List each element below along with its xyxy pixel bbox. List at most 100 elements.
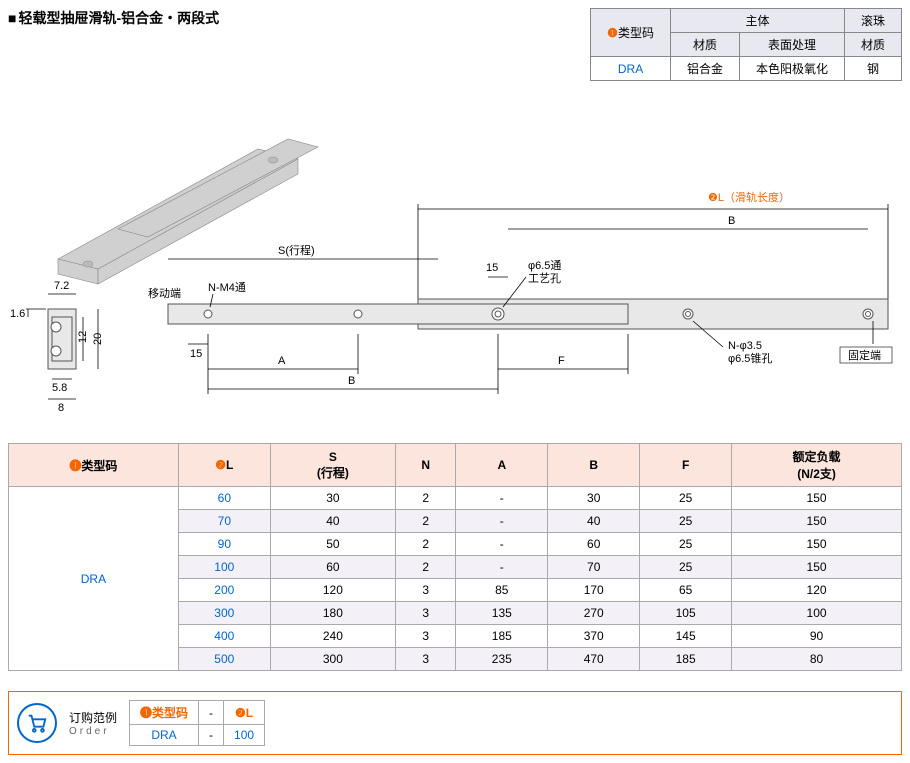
svg-text:12: 12 [77,331,89,343]
cell: 185 [456,625,548,648]
cell: 65 [640,579,732,602]
cell: 3 [396,579,456,602]
cell: 400 [178,625,270,648]
spec-code: DRA [591,57,671,81]
spec-ball-hdr: 滚珠 [844,9,901,33]
cell: 135 [456,602,548,625]
cell: 2 [396,556,456,579]
spec-mat: 铝合金 [670,57,739,81]
svg-text:1.6: 1.6 [10,308,25,320]
order-label-cn: 订购范例 [69,709,117,726]
data-col-2: S(行程) [270,444,395,487]
cell: 85 [456,579,548,602]
cell: 25 [640,533,732,556]
cell: 2 [396,533,456,556]
svg-text:❷L（滑轨长度）: ❷L（滑轨长度） [708,190,790,204]
svg-text:工艺孔: 工艺孔 [528,272,561,285]
cell: 2 [396,510,456,533]
data-col-6: F [640,444,732,487]
cell: 150 [732,533,902,556]
svg-text:A: A [278,355,286,367]
cell: - [456,533,548,556]
spec-surf-hdr: 表面处理 [739,33,844,57]
cell: 240 [270,625,395,648]
cell: 150 [732,556,902,579]
cell: 3 [396,648,456,671]
data-col-5: B [548,444,640,487]
cell: 2 [396,487,456,510]
cell: 70 [178,510,270,533]
page-title: 轻载型抽屉滑轨-铝合金・两段式 [8,8,219,28]
svg-text:8: 8 [58,402,64,414]
svg-text:B: B [348,375,355,387]
cell: 70 [548,556,640,579]
svg-text:固定端: 固定端 [848,348,881,362]
cell: 90 [178,533,270,556]
data-table: ❶类型码❷LS(行程)NABF额定负载(N/2支) DRA60302-30251… [8,443,902,671]
cell: 50 [270,533,395,556]
svg-text:S(行程): S(行程) [278,244,315,257]
cell: 100 [178,556,270,579]
cell: - [456,556,548,579]
spec-body-hdr: 主体 [670,9,844,33]
cell: 60 [178,487,270,510]
svg-text:15: 15 [486,262,498,274]
data-col-3: N [396,444,456,487]
svg-text:20: 20 [92,333,104,345]
table-row: DRA60302-3025150 [9,487,902,510]
cell: 90 [732,625,902,648]
spec-mat-hdr: 材质 [670,33,739,57]
cell: 120 [732,579,902,602]
cell: 3 [396,602,456,625]
cell: 60 [548,533,640,556]
cell: 370 [548,625,640,648]
svg-text:B: B [728,215,735,227]
cell: 200 [178,579,270,602]
data-col-4: A [456,444,548,487]
cell: 235 [456,648,548,671]
order-table: ❶类型码 - ❷L DRA - 100 [129,700,265,746]
cell: - [456,487,548,510]
cell: 180 [270,602,395,625]
cell: 40 [548,510,640,533]
cell: 470 [548,648,640,671]
cell: 100 [732,602,902,625]
data-col-1: ❷L [178,444,270,487]
svg-text:N-φ3.5: N-φ3.5 [728,340,762,352]
spec-surf: 本色阳极氧化 [739,57,844,81]
cell: 30 [270,487,395,510]
svg-text:5.8: 5.8 [52,382,67,394]
cell: 80 [732,648,902,671]
svg-text:7.2: 7.2 [54,280,69,292]
order-label-en: Order [69,726,117,737]
spec-type-hdr: ❶类型码 [591,9,671,57]
spec-ball: 钢 [844,57,901,81]
data-col-0: ❶类型码 [9,444,179,487]
svg-text:F: F [558,355,565,367]
svg-text:移动端: 移动端 [148,287,181,300]
cell: 105 [640,602,732,625]
svg-text:N-M4通: N-M4通 [208,281,246,294]
cell: 300 [270,648,395,671]
spec-table: ❶类型码 主体 滚珠 材质 表面处理 材质 DRA 铝合金 本色阳极氧化 钢 [590,8,902,81]
cell: 185 [640,648,732,671]
order-example: 订购范例 Order ❶类型码 - ❷L DRA - 100 [8,691,902,755]
cell: - [456,510,548,533]
cell: 25 [640,556,732,579]
svg-text:15: 15 [190,348,202,360]
cell: 150 [732,510,902,533]
cell: 120 [270,579,395,602]
cell: 300 [178,602,270,625]
cell: 145 [640,625,732,648]
cell: 30 [548,487,640,510]
type-code-cell: DRA [9,487,179,671]
cell: 270 [548,602,640,625]
spec-ballmat-hdr: 材质 [844,33,901,57]
technical-diagram: 7.2 1.6 12 20 5.8 8 ❷L（滑轨长度） B S(行程) [8,89,902,439]
data-col-7: 额定负载(N/2支) [732,444,902,487]
svg-text:φ6.5通: φ6.5通 [528,259,561,272]
svg-text:φ6.5锥孔: φ6.5锥孔 [728,352,772,365]
cell: 40 [270,510,395,533]
cart-icon [17,703,57,743]
cell: 3 [396,625,456,648]
